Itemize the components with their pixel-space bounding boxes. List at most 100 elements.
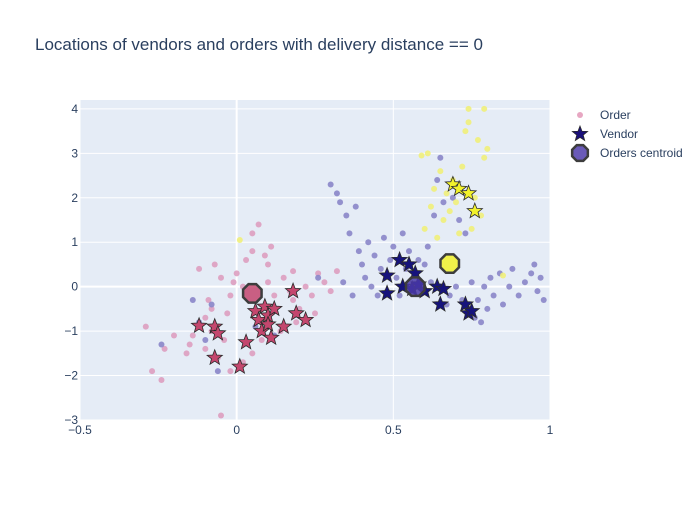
order-point <box>446 292 453 299</box>
order-point <box>468 225 475 232</box>
vendor-star <box>434 279 453 297</box>
legend-circle-icon <box>577 112 583 118</box>
vendor-points <box>190 175 484 375</box>
order-point <box>208 305 215 312</box>
order-point <box>355 248 362 255</box>
vendor-star <box>274 317 293 335</box>
y-tick-label: 1 <box>71 235 78 249</box>
vendor-star <box>462 301 481 319</box>
order-point <box>352 203 359 210</box>
order-point <box>427 203 434 210</box>
order-point <box>474 297 481 303</box>
order-point <box>255 221 262 228</box>
order-point <box>515 292 522 299</box>
order-point <box>233 270 240 277</box>
order-point <box>440 217 447 223</box>
order-point <box>249 230 256 237</box>
order-point <box>271 292 278 299</box>
order-point <box>446 208 453 215</box>
legend-item-circle[interactable]: Order <box>577 108 631 122</box>
order-point <box>280 274 287 281</box>
order-point <box>158 377 165 383</box>
order-point <box>171 332 177 339</box>
vendor-star <box>459 184 478 201</box>
order-point <box>465 105 472 112</box>
order-point <box>462 128 469 135</box>
vendor-star <box>209 324 227 341</box>
order-point <box>506 283 513 290</box>
y-tick-label: 0 <box>71 280 78 294</box>
vendor-star <box>190 316 208 334</box>
legend-octagon-icon <box>570 143 590 163</box>
order-point <box>249 350 256 357</box>
vendor-star <box>265 299 283 317</box>
order-point <box>431 212 438 219</box>
order-point <box>202 314 209 321</box>
order-point <box>371 252 378 259</box>
vendor-star <box>296 310 315 328</box>
order-point <box>465 119 472 126</box>
order-point <box>205 297 212 303</box>
vendor-star <box>456 295 475 312</box>
order-point <box>462 230 469 237</box>
order-point <box>208 301 215 308</box>
order-point <box>218 412 224 419</box>
order-point <box>481 105 488 112</box>
order-point <box>421 225 428 232</box>
order-point <box>186 341 193 348</box>
order-point <box>453 199 459 206</box>
order-point <box>387 257 394 263</box>
vendor-star <box>400 255 418 272</box>
order-point <box>333 268 340 275</box>
order-point <box>390 243 397 250</box>
order-point <box>189 332 196 339</box>
order-point <box>459 163 466 170</box>
order-point <box>396 292 403 299</box>
order-point <box>349 292 356 299</box>
order-point <box>449 194 456 201</box>
order-point <box>521 279 528 286</box>
centroid-marker <box>404 276 426 298</box>
order-point <box>468 279 475 286</box>
order-point <box>315 274 322 281</box>
order-point <box>243 257 250 263</box>
order-point <box>346 230 353 237</box>
x-axis-ticks: −0.5 0 0.5 1 <box>68 423 554 437</box>
order-point <box>293 319 300 326</box>
order-point <box>161 345 168 352</box>
y-tick-label: −2 <box>64 369 78 383</box>
order-point <box>421 261 428 268</box>
y-tick-label: 2 <box>71 191 78 205</box>
vendor-star <box>390 250 409 268</box>
order-point <box>308 292 315 299</box>
order-point <box>343 212 350 219</box>
vendor-star <box>256 297 274 315</box>
order-point <box>374 292 381 299</box>
order-points <box>142 105 547 419</box>
order-point <box>424 243 431 250</box>
order-point <box>218 274 224 281</box>
order-point <box>315 270 322 277</box>
x-tick-label: 0.5 <box>385 423 402 437</box>
order-point <box>337 199 344 206</box>
order-point <box>224 310 231 317</box>
centroid-marker <box>439 253 461 275</box>
order-point <box>540 297 547 303</box>
y-tick-label: −1 <box>64 324 78 338</box>
order-point <box>490 292 497 299</box>
order-point <box>312 310 318 317</box>
legend-item-octagon[interactable]: Orders centroid <box>570 143 683 163</box>
order-point <box>399 230 406 237</box>
legend-label: Vendor <box>600 127 638 141</box>
legend-item-star[interactable]: Vendor <box>571 124 638 142</box>
order-point <box>528 270 535 277</box>
vendor-star <box>466 201 484 219</box>
order-point <box>189 297 196 303</box>
order-point <box>453 283 459 290</box>
order-point <box>481 283 488 290</box>
vendor-star <box>450 179 468 197</box>
vendor-star <box>206 348 224 366</box>
vendor-star <box>262 328 280 346</box>
plot-area <box>79 100 551 421</box>
order-point <box>327 288 334 295</box>
